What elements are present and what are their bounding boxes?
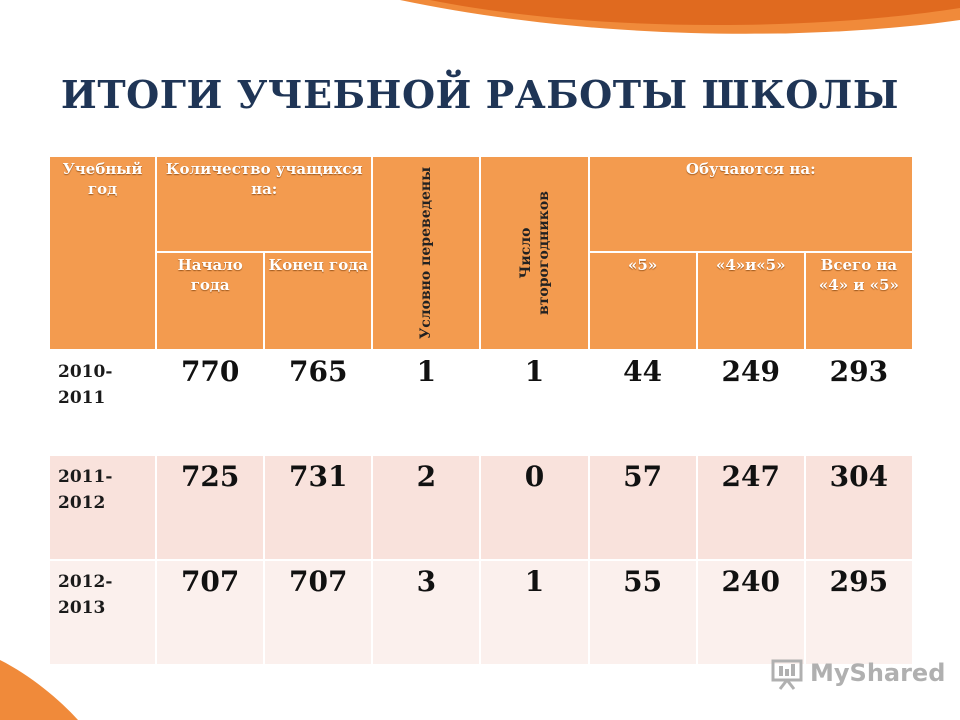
watermark-text: MyShared <box>810 659 946 687</box>
repeat-cell: 1 <box>481 351 588 454</box>
header-row-bottom: Начало года Конец года «5» «4»и«5» Всего… <box>50 253 912 349</box>
repeat-cell: 0 <box>481 456 588 559</box>
header-repeaters: Число второгодников <box>481 157 588 349</box>
header-grade45: «4»и«5» <box>697 253 804 349</box>
year-cell: 2011-2012 <box>50 456 156 559</box>
table-row: 2011-2012 725 731 2 0 57 247 304 <box>50 456 912 559</box>
year-cell: 2010-2011 <box>50 351 156 454</box>
header-grade5: «5» <box>589 253 696 349</box>
start-cell: 770 <box>157 351 264 454</box>
repeat-cell: 1 <box>481 561 588 664</box>
conditional-cell: 3 <box>373 561 480 664</box>
presentation-board-icon <box>771 659 803 690</box>
grade45-cell: 249 <box>697 351 804 454</box>
total45-cell: 295 <box>805 561 912 664</box>
table-row: 2010-2011 770 765 1 1 44 249 293 <box>50 351 912 454</box>
conditional-cell: 1 <box>373 351 480 454</box>
grade5-cell: 55 <box>589 561 696 664</box>
header-end: Конец года <box>265 253 372 349</box>
table-row: 2012-2013 707 707 3 1 55 240 295 <box>50 561 912 664</box>
total45-cell: 293 <box>805 351 912 454</box>
start-cell: 725 <box>157 456 264 559</box>
header-total45: Всего на «4» и «5» <box>805 253 912 349</box>
year-cell: 2012-2013 <box>50 561 156 664</box>
total45-cell: 304 <box>805 456 912 559</box>
page-title: ИТОГИ УЧЕБНОЙ РАБОТЫ ШКОЛЫ <box>60 72 900 117</box>
grade5-cell: 57 <box>589 456 696 559</box>
header-start: Начало года <box>157 253 264 349</box>
header-year: Учебный год <box>50 157 156 349</box>
grade5-cell: 44 <box>589 351 696 454</box>
results-table: Учебный год Количество учащихся на: Усло… <box>48 155 914 666</box>
header-row-top: Учебный год Количество учащихся на: Усло… <box>50 157 912 349</box>
end-cell: 765 <box>265 351 372 454</box>
grade45-cell: 240 <box>697 561 804 664</box>
end-cell: 707 <box>265 561 372 664</box>
header-students: Количество учащихся на: <box>157 157 372 251</box>
watermark-logo: MyShared <box>770 656 945 690</box>
start-cell: 707 <box>157 561 264 664</box>
header-study: Обучаются на: <box>589 157 912 251</box>
header-conditional: Условно переведены <box>373 157 480 349</box>
grade45-cell: 247 <box>697 456 804 559</box>
end-cell: 731 <box>265 456 372 559</box>
conditional-cell: 2 <box>373 456 480 559</box>
